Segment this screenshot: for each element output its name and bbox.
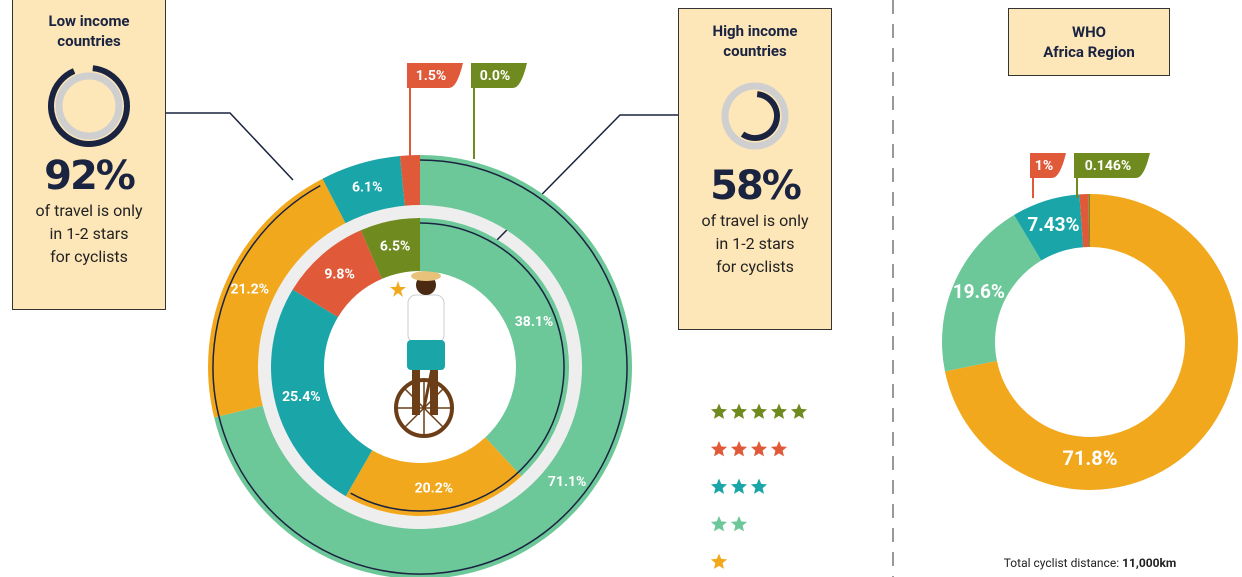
donut-segment [942,214,1042,372]
legend-star [710,553,728,569]
callout-flag [407,63,463,88]
legend-star [730,516,748,532]
value-label: 71.8% [1062,446,1117,470]
icon-track [721,82,789,150]
legend-star [770,403,788,419]
donut-segment [1088,194,1090,248]
value-label: 9.8% [324,266,354,282]
value-label: 25.4% [282,389,321,405]
donut-segment [944,194,1238,490]
legend-star [730,478,748,494]
donut-segment [208,178,346,418]
legend-star [730,403,748,419]
donut-segment [360,218,420,279]
callout-flag [1030,153,1066,178]
donut-segment [292,230,382,318]
legend-star [750,403,768,419]
donut-segment [322,155,405,224]
value-label: 38.1% [515,314,554,330]
connector [165,112,294,181]
legend-star [710,516,728,532]
value-label: 1.5% [416,68,446,84]
box-note: of travel is only in 1-2 stars for cycli… [701,211,809,276]
donut-segment [1014,194,1084,261]
value-label: 71.1% [548,474,587,490]
donut-segment [400,155,420,206]
high-income-box: High income countries 58% of travel is o… [678,8,832,330]
share-arc [212,159,628,575]
value-label: 0.0% [480,68,510,84]
icon-arc [48,65,130,147]
share-arc [350,222,565,512]
callout-flag [1074,153,1150,178]
donut-segment [345,437,522,516]
icon-track [55,72,123,140]
ring-icon [48,65,130,147]
box-title: High income countries [712,22,798,60]
icon-arc [740,91,780,141]
gap-ring [257,204,583,530]
value-label: 6.1% [352,179,382,195]
legend-star [770,441,788,457]
legend-star [710,403,728,419]
box-note: of travel is only in 1-2 stars for cycli… [35,201,143,266]
legend-star [710,441,728,457]
legend-star [790,403,808,419]
value-label: 1% [1035,158,1053,174]
callout-flag [471,63,527,88]
footnote: Total cyclist distance: 11,000km [960,556,1220,570]
headline: 58% [710,163,802,209]
ring-icon [721,82,789,150]
headline: 92% [44,153,136,199]
value-label: 21.2% [230,281,269,297]
legend-star [750,441,768,457]
donut-segment [1079,194,1090,248]
box-title: WHO Africa Region [1043,23,1135,61]
legend-star [750,478,768,494]
footnote-value: 11,000km [1122,556,1177,570]
footnote-text: Total cyclist distance: [1003,556,1120,570]
donut-segment [270,289,373,497]
donut-segment [420,218,569,477]
value-label: 7.43% [1027,213,1079,236]
who-box: WHO Africa Region [1008,8,1170,76]
box-title: Low income countries [48,12,130,50]
value-label: 20.2% [415,480,454,496]
value-label: 0.146% [1085,158,1132,174]
value-label: 6.5% [380,239,410,255]
low-income-box: Low income countries 92% of travel is on… [12,0,166,310]
legend-star [710,478,728,494]
value-label: 19.6% [953,280,1005,303]
legend-star [730,441,748,457]
cyclist [390,271,454,438]
